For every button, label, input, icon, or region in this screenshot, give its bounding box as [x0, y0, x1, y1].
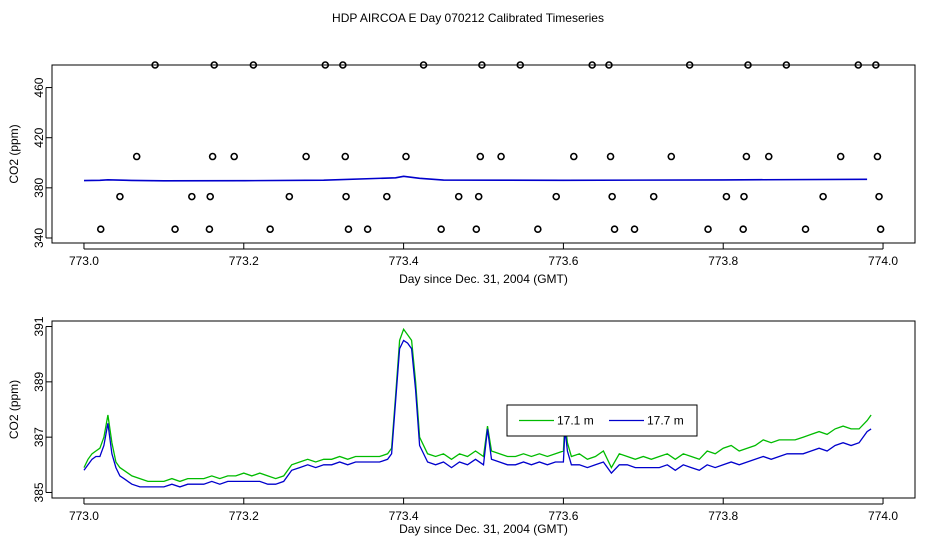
data-point [437, 225, 445, 234]
data-point [819, 192, 827, 201]
data-point [875, 192, 883, 201]
x-tick-label: 773.6 [548, 509, 578, 523]
data-point [742, 152, 751, 161]
data-point [188, 192, 196, 201]
data-point [249, 61, 258, 69]
x-tick-label: 773.2 [229, 509, 259, 523]
data-point [266, 225, 274, 234]
data-point [704, 225, 712, 234]
co2-line [83, 175, 868, 182]
data-point [230, 152, 238, 161]
data-point [608, 192, 616, 201]
data-point [722, 192, 731, 201]
y-tick-label: 380 [32, 178, 46, 198]
data-point [569, 152, 578, 161]
legend-label: 17.1 m [557, 414, 594, 428]
x-tick-label: 773.8 [708, 509, 738, 523]
data-point [96, 225, 105, 234]
x-axis-label: Day since Dec. 31, 2004 (GMT) [399, 522, 568, 536]
top-chart-panel: 773.0 773.2 773.4 773.6 773.8 774.0 340 380 420 4… [7, 61, 916, 286]
data-point [516, 61, 525, 69]
y-axis-label: CO2 (ppm) [7, 124, 21, 183]
data-point [605, 61, 613, 69]
x-tick-label: 773.4 [389, 254, 419, 268]
data-point [151, 61, 159, 69]
data-point [321, 61, 330, 69]
data-point [476, 152, 485, 161]
data-point [685, 61, 694, 69]
data-point [171, 225, 179, 234]
data-point [474, 192, 483, 201]
data-point [132, 152, 141, 161]
data-point [363, 225, 372, 234]
data-point [739, 225, 747, 234]
data-point [383, 192, 391, 201]
series-line-1 [83, 327, 872, 483]
data-point [285, 192, 294, 201]
data-point [302, 152, 310, 161]
data-point [206, 192, 215, 201]
x-tick-label: 774.0 [868, 254, 898, 268]
data-point [876, 225, 885, 234]
data-point [744, 61, 752, 69]
x-axis-label: Day since Dec. 31, 2004 (GMT) [399, 272, 568, 286]
data-point [454, 192, 463, 201]
x-tick-label: 773.2 [229, 254, 259, 268]
data-point [764, 152, 773, 161]
legend-label: 17.7 m [647, 414, 684, 428]
data-point [205, 225, 214, 234]
data-point [740, 192, 748, 201]
y-axis-label: CO2 (ppm) [7, 380, 21, 439]
data-point [419, 61, 428, 69]
y-tick-label: 387 [32, 427, 46, 447]
x-tick-label: 773.6 [548, 254, 578, 268]
series-line-2 [83, 339, 872, 488]
data-point [210, 61, 219, 69]
data-point [497, 152, 505, 161]
data-point [588, 61, 596, 69]
data-point [339, 61, 347, 69]
data-point [478, 61, 486, 69]
legend: 17.1 m 17.7 m [506, 404, 698, 437]
data-point [341, 152, 350, 161]
y-tick-label: 420 [32, 127, 46, 147]
data-point [854, 61, 863, 69]
data-point [782, 61, 791, 69]
data-point [606, 152, 615, 161]
data-point [801, 225, 810, 234]
data-point [630, 225, 639, 234]
data-point [534, 225, 542, 234]
data-point [116, 192, 124, 201]
data-point [208, 152, 217, 161]
x-tick-label: 774.0 [868, 509, 898, 523]
y-tick-label: 389 [32, 372, 46, 392]
bottom-chart-panel: 773.0 773.2 773.4 773.6 773.8 774.0 385 387 389 3… [7, 316, 916, 536]
y-tick-label: 385 [32, 482, 46, 502]
data-point [649, 192, 658, 201]
x-tick-label: 773.0 [69, 254, 99, 268]
data-point [402, 152, 410, 161]
data-point [610, 225, 619, 234]
data-point [472, 225, 481, 234]
y-tick-label: 460 [32, 77, 46, 97]
data-point [344, 225, 353, 234]
y-tick-label: 340 [32, 228, 46, 248]
x-tick-label: 773.0 [69, 509, 99, 523]
y-tick-label: 391 [32, 316, 46, 336]
data-point [873, 152, 882, 161]
plot-frame [51, 64, 916, 244]
x-tick-label: 773.4 [389, 509, 419, 523]
data-point [552, 192, 561, 201]
figure-title: HDP AIRCOA E Day 070212 Calibrated Times… [332, 11, 604, 25]
x-tick-label: 773.8 [708, 254, 738, 268]
data-point [342, 192, 350, 201]
plot-frame [51, 320, 916, 499]
data-point [836, 152, 845, 161]
data-point [667, 152, 676, 161]
data-point [872, 61, 880, 69]
